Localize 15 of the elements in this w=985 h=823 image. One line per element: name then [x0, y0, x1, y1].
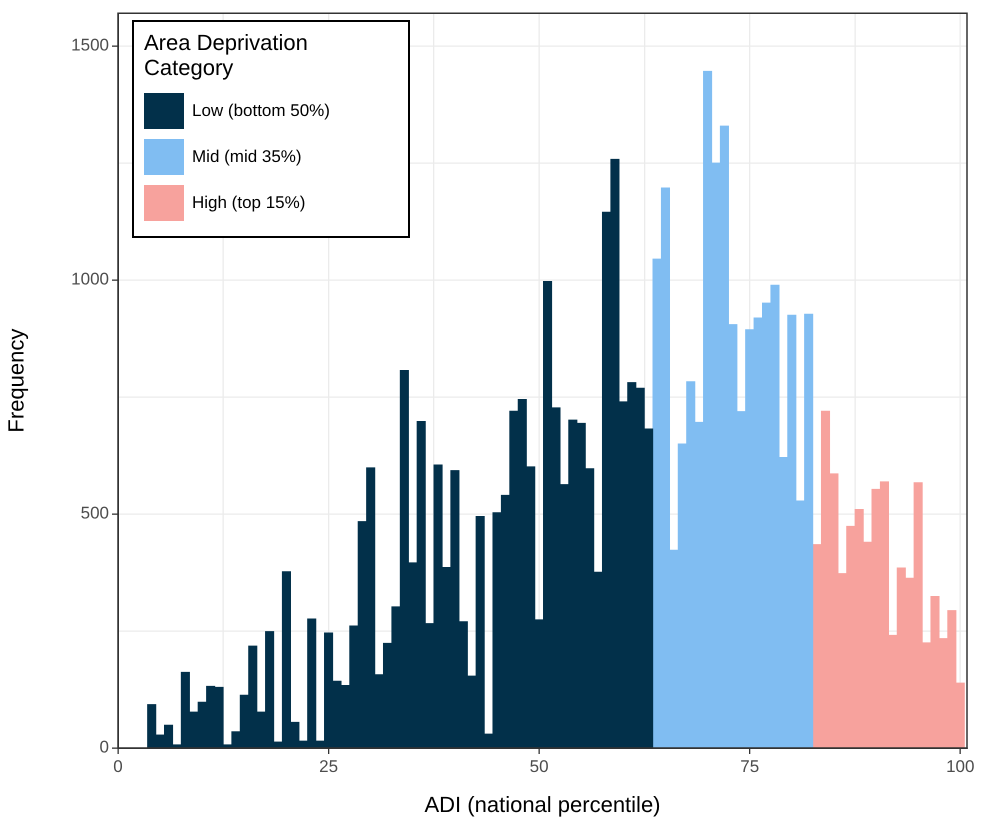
legend-label: High (top 15%) [192, 193, 306, 214]
legend-label: Low (bottom 50%) [192, 101, 330, 122]
legend-title: Area Deprivation Category [144, 30, 309, 80]
y-tick-label: 0 [100, 738, 109, 757]
y-axis-title: Frequency [3, 328, 28, 433]
x-tick-label: 0 [113, 756, 123, 776]
legend-label: Mid (mid 35%) [192, 147, 302, 168]
x-tick-label: 25 [319, 756, 338, 776]
x-tick-label: 50 [530, 756, 549, 776]
y-tick-label: 500 [80, 504, 109, 523]
x-tick-label: 75 [740, 756, 760, 776]
y-tick-label: 1500 [71, 36, 109, 55]
y-tick-label: 1000 [71, 270, 109, 289]
x-axis-title: ADI (national percentile) [424, 792, 661, 817]
x-tick-label: 100 [946, 756, 974, 776]
